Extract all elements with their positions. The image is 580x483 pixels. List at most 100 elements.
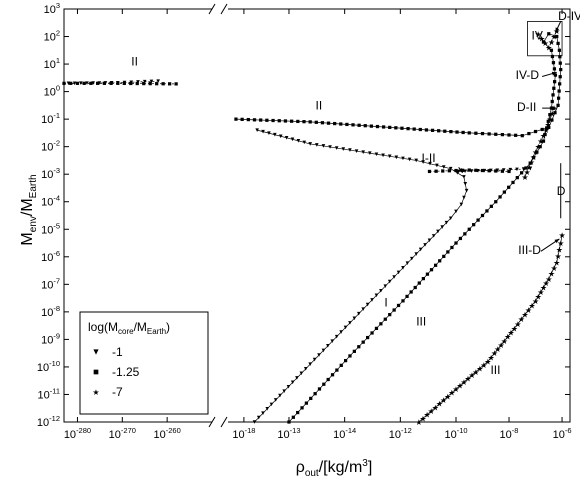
data-point-star: ★ xyxy=(432,403,439,412)
data-point-triangle xyxy=(284,135,289,140)
data-point-star: ★ xyxy=(528,301,535,310)
data-point-square xyxy=(168,82,172,86)
data-point-square xyxy=(296,410,300,415)
data-point-square xyxy=(498,195,502,199)
data-point-triangle xyxy=(321,144,326,148)
arrow-head xyxy=(551,71,557,76)
data-point-star: ★ xyxy=(468,371,475,380)
data-point-star: ★ xyxy=(530,153,537,162)
annotation: I xyxy=(384,295,387,309)
annotation: D-IV xyxy=(558,9,580,23)
data-point-square xyxy=(348,354,352,358)
data-point-square xyxy=(559,67,563,72)
data-point-triangle xyxy=(508,167,513,172)
data-point-triangle xyxy=(448,166,453,171)
data-point-square xyxy=(361,340,365,344)
data-point-triangle xyxy=(330,339,335,344)
data-point-square xyxy=(374,326,379,331)
data-point-triangle xyxy=(93,349,99,355)
data-point-square xyxy=(375,124,380,129)
data-point-square xyxy=(553,73,558,77)
data-point-star: ★ xyxy=(551,264,558,273)
y-tick-label: 100 xyxy=(44,84,60,99)
data-point-square xyxy=(437,129,441,133)
data-point-square xyxy=(549,48,554,52)
annotation: IV-D xyxy=(516,68,540,82)
data-point-square xyxy=(343,359,348,363)
data-point-star: ★ xyxy=(456,382,463,391)
data-point-triangle xyxy=(252,420,257,424)
data-point-triangle xyxy=(459,202,464,207)
axis-break-mark xyxy=(208,3,216,15)
series-star: ★★★★★★★★★★★★★★★★★★★★★★★★★★★★★★★★★★★★★★★★… xyxy=(415,27,565,427)
data-point-star: ★ xyxy=(444,392,451,401)
y-tick-label: 10-1 xyxy=(41,111,60,126)
data-point-square xyxy=(485,209,489,213)
data-point-square xyxy=(379,322,383,326)
data-point-triangle xyxy=(361,150,366,154)
data-point-star: ★ xyxy=(535,292,542,301)
legend-entry-label: -1.25 xyxy=(112,365,140,379)
data-point-square xyxy=(142,81,146,86)
data-point-square xyxy=(551,61,556,65)
data-point-triangle xyxy=(396,270,401,275)
data-point-triangle xyxy=(290,137,295,142)
data-point-triangle xyxy=(431,234,436,238)
x-axis-title: ρout/[kg/m3] xyxy=(296,458,373,479)
data-point-square xyxy=(524,166,528,170)
axis-break-mark xyxy=(220,3,228,15)
data-point-square xyxy=(514,133,518,137)
data-point-triangle xyxy=(394,155,399,160)
data-point-triangle xyxy=(299,371,304,376)
data-point-triangle xyxy=(410,256,414,261)
data-point-square xyxy=(161,82,165,86)
data-point-square xyxy=(487,169,491,173)
data-point-square xyxy=(474,168,478,172)
data-point-square xyxy=(487,132,491,136)
data-point-square xyxy=(558,55,562,59)
data-point-square xyxy=(441,169,445,173)
data-point-square xyxy=(287,420,291,424)
data-point-triangle xyxy=(341,147,346,151)
data-point-square xyxy=(320,121,325,125)
data-point-square xyxy=(413,285,417,290)
series-line xyxy=(418,234,563,423)
data-point-square xyxy=(317,387,322,391)
axis-break-gap-bottom xyxy=(212,419,228,426)
data-point-square xyxy=(401,299,405,303)
data-point-square xyxy=(381,125,386,129)
data-point-square xyxy=(351,123,355,127)
data-point-star: ★ xyxy=(557,239,564,248)
data-point-triangle xyxy=(72,81,77,86)
data-point-star: ★ xyxy=(558,231,565,240)
data-point-square xyxy=(540,127,544,132)
data-point-square xyxy=(458,236,463,241)
data-point-triangle xyxy=(334,334,339,339)
data-point-square xyxy=(129,81,133,86)
data-point-star: ★ xyxy=(440,396,447,405)
data-point-square xyxy=(461,168,465,172)
x-tick-label: 10-18 xyxy=(232,426,255,441)
data-point-star: ★ xyxy=(419,414,426,423)
data-point-square xyxy=(480,131,485,136)
data-point-star: ★ xyxy=(428,407,435,416)
y-tick-label: 10-6 xyxy=(41,249,60,264)
data-point-square xyxy=(405,294,409,299)
data-point-star: ★ xyxy=(476,364,483,373)
y-tick-label: 10-5 xyxy=(41,221,60,236)
data-point-square xyxy=(421,276,425,281)
data-point-square xyxy=(442,254,446,258)
data-point-triangle xyxy=(379,288,383,293)
data-point-square xyxy=(547,125,551,130)
data-point-square xyxy=(543,132,547,137)
data-point-square xyxy=(394,126,398,130)
data-point-triangle xyxy=(414,252,419,256)
data-point-triangle xyxy=(303,366,308,371)
legend-entry: ★ -7 xyxy=(92,385,123,399)
data-point-square xyxy=(174,82,178,86)
data-point-star: ★ xyxy=(521,173,528,182)
data-point-triangle xyxy=(156,79,160,83)
data-point-star: ★ xyxy=(491,349,498,358)
data-point-square xyxy=(480,213,485,218)
